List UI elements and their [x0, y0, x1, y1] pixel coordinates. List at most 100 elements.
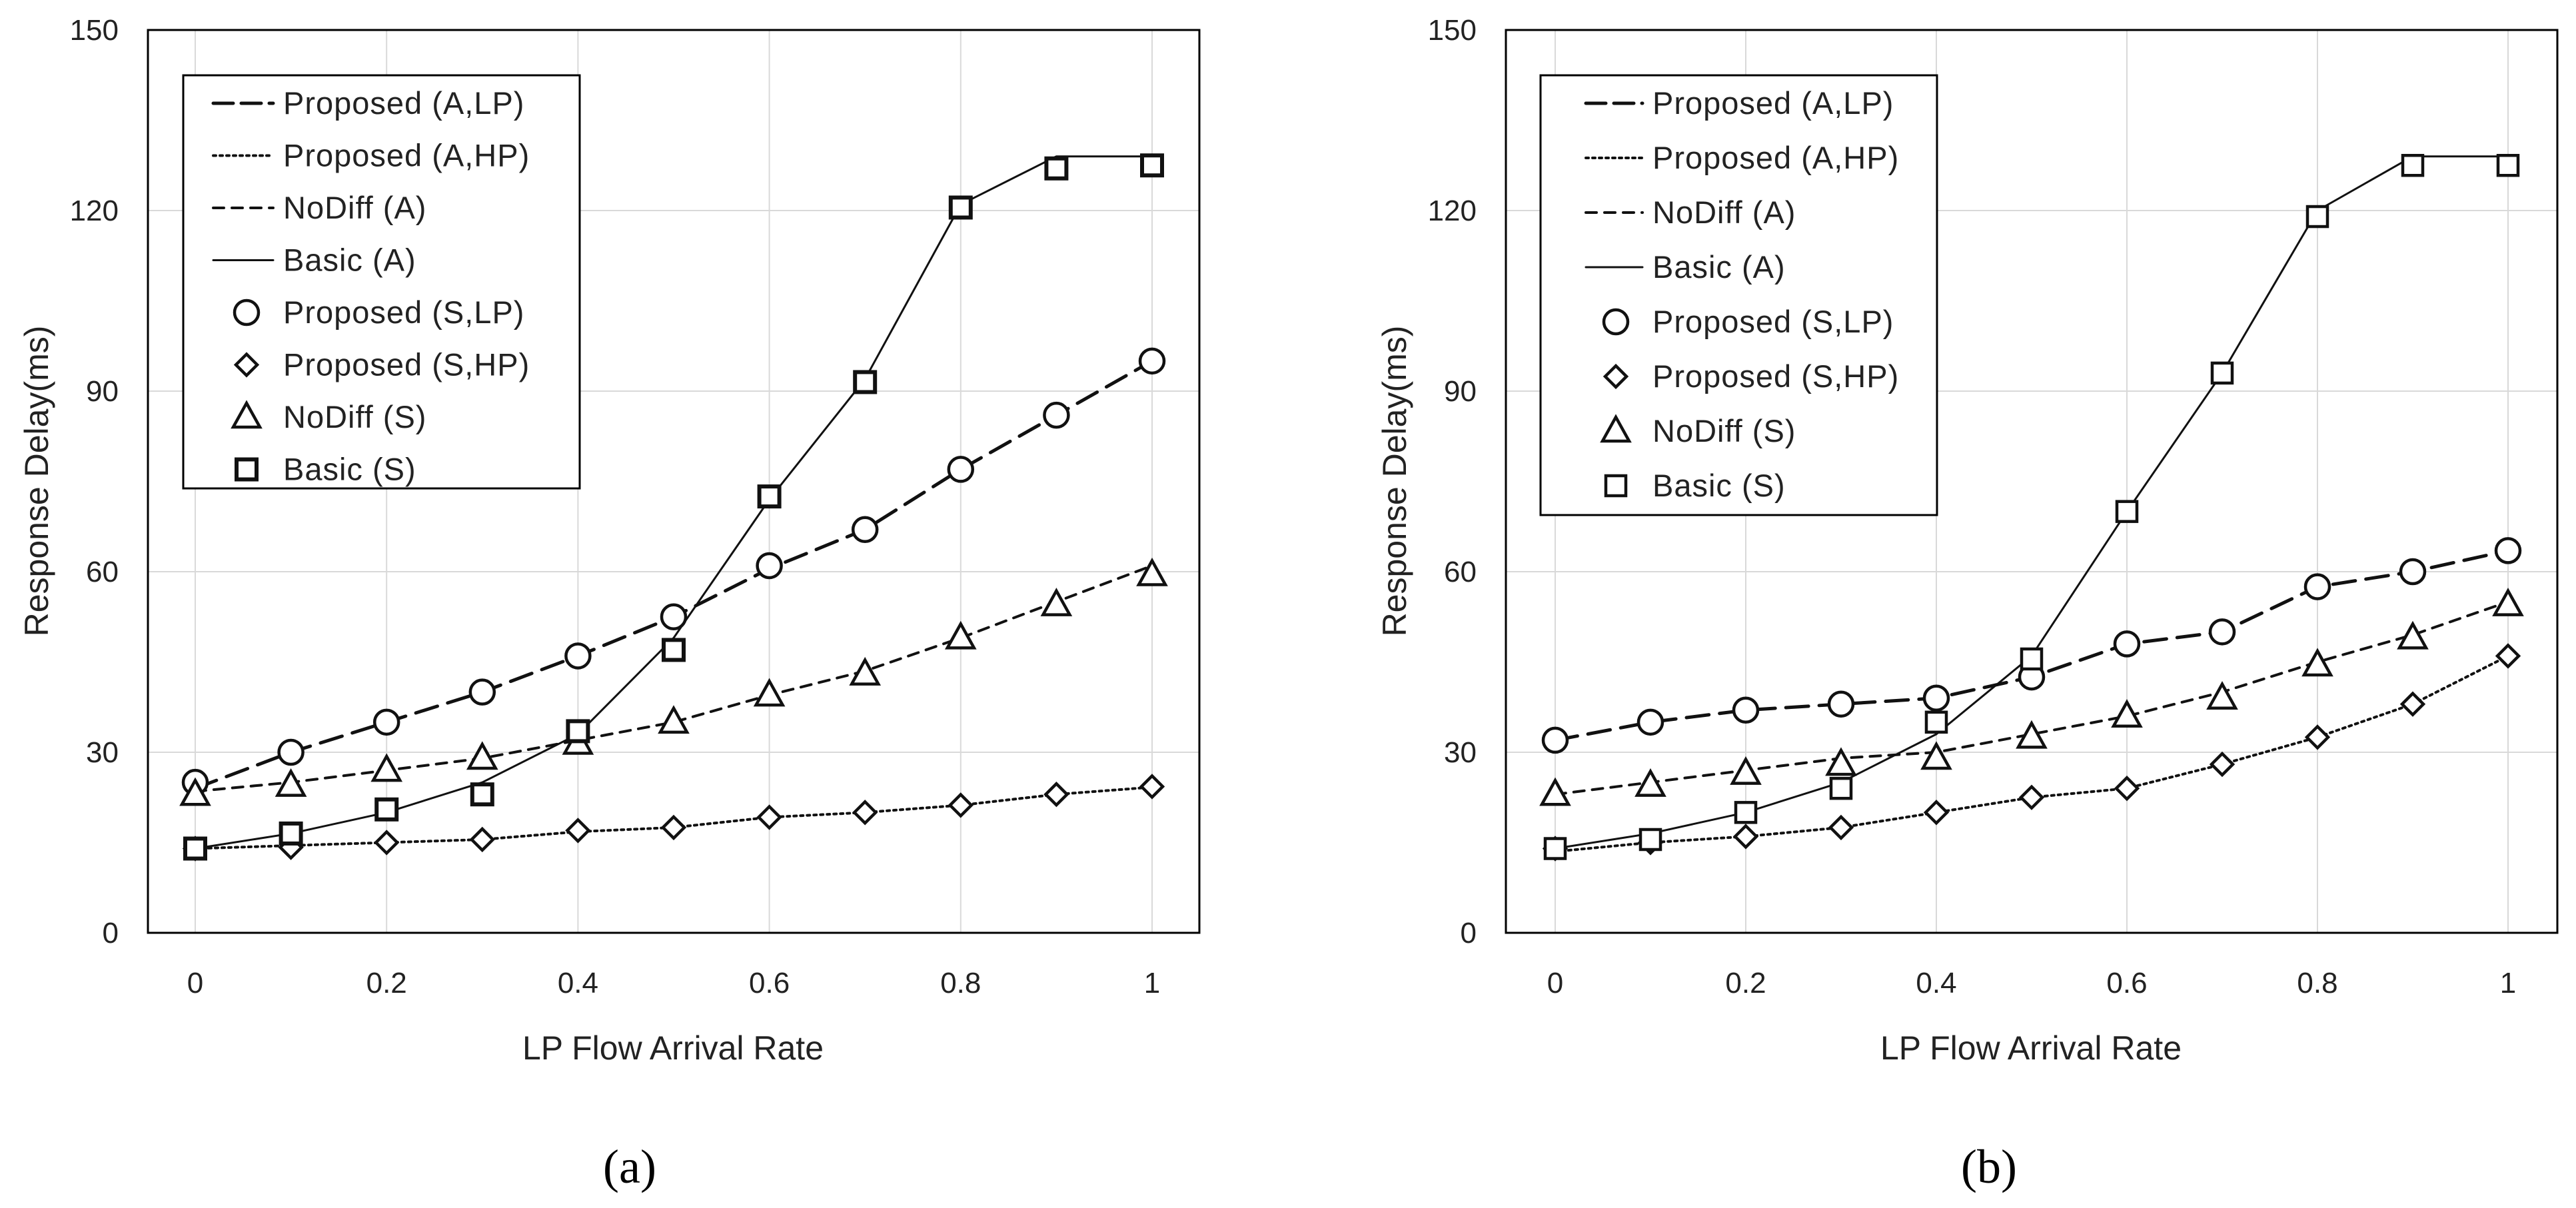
chart-a-legend-item-proposed-a-hp: Proposed (A,HP)	[212, 138, 530, 173]
chart-b-point-basic-s	[1543, 837, 1567, 860]
chart-b-point-nodiff-s	[1634, 768, 1666, 797]
chart-a-point-proposed-s-hp	[1139, 774, 1165, 800]
chart-b-point-proposed-s-hp	[1732, 824, 1759, 850]
chart-b-ytick-label: 60	[1444, 556, 1477, 588]
chart-b: 0 30 60 90 120 150 0 0.2 0.4 0.6 0.8 1 LP Flow Arriv…	[1376, 14, 2559, 1193]
chart-a-point-proposed-s-hp	[852, 800, 878, 826]
chart-a-point-proposed-s-lp	[372, 708, 400, 736]
chart-b-point-proposed-s-hp	[2209, 751, 2236, 778]
chart-b-point-proposed-s-lp	[1922, 684, 1950, 712]
chart-b-legend-item-basic-s: Basic (S)	[1604, 468, 1786, 503]
chart-b-legend-label: NoDiff (S)	[1652, 413, 1796, 448]
chart-b-xtick-label: 1	[2500, 967, 2516, 999]
chart-a-point-basic-s	[662, 638, 686, 662]
chart-b-legend-item-nodiff-a: NoDiff (A)	[1585, 195, 1795, 230]
chart-a-point-proposed-s-lp	[1043, 401, 1070, 429]
chart-a-legend-marker-proposed-s-hp	[233, 352, 260, 378]
chart-a: 0 30 60 90 120 150 0 0.2 0.4 0.6 0.8 1 LP Flow Arriv…	[18, 14, 1201, 1193]
chart-b-series-nodiff-s	[1539, 588, 2524, 806]
chart-b-point-proposed-s-hp	[2495, 643, 2521, 669]
chart-b-legend-label: Proposed (A,HP)	[1652, 140, 1899, 175]
chart-b-point-proposed-s-lp	[2494, 537, 2522, 564]
chart-b-ytick-label: 150	[1428, 14, 1477, 47]
chart-b-legend-label: Proposed (S,HP)	[1652, 358, 1899, 394]
chart-a-legend-label: Basic (A)	[283, 243, 416, 278]
chart-a-point-proposed-s-lp	[1138, 347, 1166, 375]
chart-a-legend-marker-proposed-s-lp	[233, 299, 261, 326]
chart-b-xtick-label: 0.6	[2106, 967, 2147, 999]
chart-a-ytick-label: 0	[103, 917, 119, 949]
chart-a-x-axis-label: LP Flow Arrival Rate	[522, 1029, 824, 1067]
chart-a-legend-label: Proposed (A,HP)	[283, 138, 530, 173]
chart-a-point-nodiff-s	[944, 620, 977, 650]
chart-a-series-nodiff-a	[194, 564, 1153, 793]
chart-b-ytick-label: 120	[1428, 195, 1477, 227]
chart-a-legend-label: Basic (S)	[283, 452, 416, 487]
chart-b-point-nodiff-s	[2206, 681, 2238, 710]
chart-a-point-proposed-s-lp	[468, 678, 496, 706]
chart-a-legend-marker-nodiff-s	[231, 400, 263, 429]
chart-a-legend-label: Proposed (A,LP)	[283, 85, 524, 121]
chart-a-point-basic-s	[183, 836, 207, 861]
chart-a-legend-label: NoDiff (S)	[283, 399, 426, 434]
chart-b-ytick-label: 30	[1444, 736, 1477, 769]
chart-b-legend-marker-basic-s	[1604, 474, 1628, 498]
chart-a-point-proposed-s-hp	[756, 804, 782, 830]
chart-b-point-basic-s	[2305, 205, 2329, 229]
chart-b-series-proposed-a-lp	[1553, 548, 2510, 742]
chart-a-legend-item-proposed-s-hp: Proposed (S,HP)	[233, 347, 529, 382]
chart-a-point-proposed-s-lp	[660, 603, 688, 630]
chart-a-point-proposed-s-lp	[564, 642, 592, 670]
chart-a-y-axis-label: Response Delay(ms)	[18, 326, 55, 637]
chart-b-point-nodiff-s	[2492, 588, 2524, 616]
chart-a-point-basic-s	[853, 370, 878, 394]
chart-b-point-basic-s	[2115, 500, 2139, 523]
chart-a-legend-label: Proposed (S,LP)	[283, 295, 524, 330]
chart-b-point-proposed-s-hp	[2114, 776, 2140, 802]
chart-b-legend-item-nodiff-s: NoDiff (S)	[1600, 413, 1796, 448]
chart-a-point-proposed-s-lp	[277, 738, 305, 766]
chart-a-point-proposed-s-hp	[374, 830, 400, 856]
chart-a-point-nodiff-s	[1136, 557, 1168, 586]
chart-a-xtick-label: 0.4	[558, 967, 598, 999]
chart-a-ytick-label: 120	[70, 195, 119, 227]
chart-a-point-proposed-s-hp	[469, 826, 495, 853]
chart-a-legend-item-proposed-s-lp: Proposed (S,LP)	[233, 295, 524, 330]
chart-a-point-nodiff-s	[370, 753, 403, 782]
chart-b-point-proposed-s-hp	[2399, 691, 2426, 717]
chart-a-point-proposed-s-lp	[851, 516, 879, 544]
chart-b-point-proposed-s-hp	[2018, 784, 2045, 810]
chart-b-legend-item-proposed-s-lp: Proposed (S,LP)	[1602, 304, 1894, 339]
chart-a-point-basic-s	[1044, 156, 1069, 181]
chart-b-point-basic-s	[2210, 361, 2234, 385]
chart-a-point-basic-s	[374, 797, 399, 822]
chart-a-ytick-label: 60	[86, 556, 119, 588]
chart-b-ytick-label: 90	[1444, 375, 1477, 408]
chart-b-legend-item-proposed-a-hp: Proposed (A,HP)	[1585, 140, 1899, 175]
chart-b-legend-item-basic-a: Basic (A)	[1585, 249, 1786, 285]
chart-b-xtick-label: 0.4	[1916, 967, 1956, 999]
chart-b-point-nodiff-s	[1825, 747, 1857, 776]
chart-a-ytick-label: 150	[70, 14, 119, 47]
chart-b-xtick-label: 0	[1547, 967, 1563, 999]
chart-a-xtick-label: 0.2	[366, 967, 407, 999]
chart-a-series-nodiff-s	[179, 557, 1168, 806]
chart-b-point-basic-s	[1638, 828, 1662, 852]
chart-b-xtick-label: 0.2	[1725, 967, 1766, 999]
chart-b-legend-label: Basic (S)	[1652, 468, 1786, 503]
chart-b-legend-label: Proposed (S,LP)	[1652, 304, 1894, 339]
chart-b-point-basic-s	[2020, 647, 2044, 671]
chart-a-legend-item-nodiff-a: NoDiff (A)	[212, 190, 426, 225]
chart-a-point-basic-s	[566, 719, 590, 744]
chart-a-series-proposed-s-hp	[182, 774, 1165, 862]
chart-b-legend: Proposed (A,LP) Proposed (A,HP) NoDiff (A)…	[1539, 74, 1938, 516]
chart-b-legend-label: Basic (A)	[1652, 249, 1786, 285]
chart-a-point-nodiff-s	[275, 768, 307, 797]
chart-a-xtick-label: 0	[187, 967, 203, 999]
chart-b-legend-marker-nodiff-s	[1600, 414, 1632, 443]
chart-b-ytick-label: 0	[1461, 917, 1477, 949]
chart-b-point-proposed-s-lp	[1732, 696, 1760, 724]
chart-b-point-proposed-s-lp	[1541, 726, 1569, 754]
chart-a-panel-label: (a)	[603, 1140, 656, 1193]
chart-a-point-nodiff-s	[753, 678, 786, 707]
